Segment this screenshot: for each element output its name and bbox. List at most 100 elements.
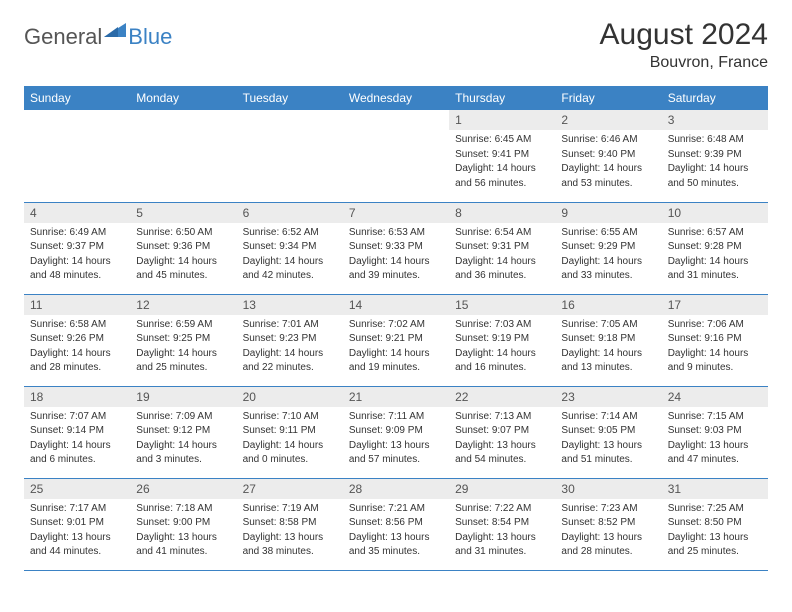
day-body: Sunrise: 7:05 AMSunset: 9:18 PMDaylight:… [555, 315, 661, 382]
sunset-line: Sunset: 8:52 PM [561, 516, 655, 530]
daylight-line-2: and 25 minutes. [136, 361, 230, 375]
logo-text-blue: Blue [128, 24, 172, 50]
day-cell: 10Sunrise: 6:57 AMSunset: 9:28 PMDayligh… [662, 202, 768, 294]
daylight-line-2: and 38 minutes. [243, 545, 337, 559]
daylight-line-2: and 44 minutes. [30, 545, 124, 559]
day-body: Sunrise: 7:09 AMSunset: 9:12 PMDaylight:… [130, 407, 236, 474]
sunset-line: Sunset: 9:16 PM [668, 332, 762, 346]
day-header: Tuesday [237, 86, 343, 110]
daylight-line-2: and 56 minutes. [455, 177, 549, 191]
sunset-line: Sunset: 9:39 PM [668, 148, 762, 162]
day-cell: 30Sunrise: 7:23 AMSunset: 8:52 PMDayligh… [555, 478, 661, 570]
day-body: Sunrise: 7:06 AMSunset: 9:16 PMDaylight:… [662, 315, 768, 382]
day-cell: 24Sunrise: 7:15 AMSunset: 9:03 PMDayligh… [662, 386, 768, 478]
day-body: Sunrise: 7:10 AMSunset: 9:11 PMDaylight:… [237, 407, 343, 474]
sunrise-line: Sunrise: 7:14 AM [561, 410, 655, 424]
day-header: Thursday [449, 86, 555, 110]
sunset-line: Sunset: 9:23 PM [243, 332, 337, 346]
sunrise-line: Sunrise: 6:54 AM [455, 226, 549, 240]
daylight-line-2: and 3 minutes. [136, 453, 230, 467]
sunrise-line: Sunrise: 6:59 AM [136, 318, 230, 332]
day-cell: 26Sunrise: 7:18 AMSunset: 9:00 PMDayligh… [130, 478, 236, 570]
day-body: Sunrise: 6:59 AMSunset: 9:25 PMDaylight:… [130, 315, 236, 382]
daylight-line-2: and 25 minutes. [668, 545, 762, 559]
day-cell: 5Sunrise: 6:50 AMSunset: 9:36 PMDaylight… [130, 202, 236, 294]
day-body: Sunrise: 6:55 AMSunset: 9:29 PMDaylight:… [555, 223, 661, 290]
sunrise-line: Sunrise: 6:55 AM [561, 226, 655, 240]
day-cell: 9Sunrise: 6:55 AMSunset: 9:29 PMDaylight… [555, 202, 661, 294]
sunrise-line: Sunrise: 6:49 AM [30, 226, 124, 240]
daylight-line-2: and 53 minutes. [561, 177, 655, 191]
sunset-line: Sunset: 9:18 PM [561, 332, 655, 346]
day-cell [237, 110, 343, 202]
daylight-line-2: and 28 minutes. [30, 361, 124, 375]
day-number: 4 [24, 203, 130, 223]
sunrise-line: Sunrise: 7:06 AM [668, 318, 762, 332]
daylight-line-1: Daylight: 14 hours [561, 347, 655, 361]
logo-text-gray: General [24, 24, 102, 50]
day-body: Sunrise: 6:48 AMSunset: 9:39 PMDaylight:… [662, 130, 768, 197]
sunrise-line: Sunrise: 7:25 AM [668, 502, 762, 516]
daylight-line-2: and 48 minutes. [30, 269, 124, 283]
sunset-line: Sunset: 9:31 PM [455, 240, 549, 254]
day-number: 20 [237, 387, 343, 407]
daylight-line-1: Daylight: 14 hours [455, 255, 549, 269]
day-body: Sunrise: 6:54 AMSunset: 9:31 PMDaylight:… [449, 223, 555, 290]
day-cell: 1Sunrise: 6:45 AMSunset: 9:41 PMDaylight… [449, 110, 555, 202]
day-cell [24, 110, 130, 202]
sunset-line: Sunset: 9:25 PM [136, 332, 230, 346]
daylight-line-1: Daylight: 14 hours [668, 347, 762, 361]
daylight-line-2: and 54 minutes. [455, 453, 549, 467]
day-cell: 12Sunrise: 6:59 AMSunset: 9:25 PMDayligh… [130, 294, 236, 386]
daylight-line-2: and 41 minutes. [136, 545, 230, 559]
day-cell: 2Sunrise: 6:46 AMSunset: 9:40 PMDaylight… [555, 110, 661, 202]
day-cell: 6Sunrise: 6:52 AMSunset: 9:34 PMDaylight… [237, 202, 343, 294]
daylight-line-1: Daylight: 14 hours [561, 162, 655, 176]
day-number: 27 [237, 479, 343, 499]
day-header: Saturday [662, 86, 768, 110]
sunrise-line: Sunrise: 7:10 AM [243, 410, 337, 424]
daylight-line-1: Daylight: 13 hours [668, 439, 762, 453]
day-cell: 8Sunrise: 6:54 AMSunset: 9:31 PMDaylight… [449, 202, 555, 294]
day-number: 16 [555, 295, 661, 315]
sunset-line: Sunset: 9:09 PM [349, 424, 443, 438]
sunset-line: Sunset: 9:21 PM [349, 332, 443, 346]
day-number: 15 [449, 295, 555, 315]
day-number: 23 [555, 387, 661, 407]
day-cell: 21Sunrise: 7:11 AMSunset: 9:09 PMDayligh… [343, 386, 449, 478]
daylight-line-2: and 51 minutes. [561, 453, 655, 467]
week-row: 18Sunrise: 7:07 AMSunset: 9:14 PMDayligh… [24, 386, 768, 478]
sunrise-line: Sunrise: 6:46 AM [561, 133, 655, 147]
daylight-line-1: Daylight: 13 hours [349, 439, 443, 453]
week-row: 11Sunrise: 6:58 AMSunset: 9:26 PMDayligh… [24, 294, 768, 386]
sunset-line: Sunset: 9:07 PM [455, 424, 549, 438]
sunset-line: Sunset: 9:28 PM [668, 240, 762, 254]
sunrise-line: Sunrise: 6:58 AM [30, 318, 124, 332]
day-body: Sunrise: 7:19 AMSunset: 8:58 PMDaylight:… [237, 499, 343, 566]
day-body: Sunrise: 6:58 AMSunset: 9:26 PMDaylight:… [24, 315, 130, 382]
daylight-line-1: Daylight: 14 hours [561, 255, 655, 269]
sunrise-line: Sunrise: 7:19 AM [243, 502, 337, 516]
day-number: 6 [237, 203, 343, 223]
day-number: 7 [343, 203, 449, 223]
day-cell: 22Sunrise: 7:13 AMSunset: 9:07 PMDayligh… [449, 386, 555, 478]
sunset-line: Sunset: 9:29 PM [561, 240, 655, 254]
sunset-line: Sunset: 8:56 PM [349, 516, 443, 530]
day-body: Sunrise: 7:22 AMSunset: 8:54 PMDaylight:… [449, 499, 555, 566]
sunset-line: Sunset: 9:26 PM [30, 332, 124, 346]
daylight-line-1: Daylight: 14 hours [30, 439, 124, 453]
day-cell: 19Sunrise: 7:09 AMSunset: 9:12 PMDayligh… [130, 386, 236, 478]
daylight-line-2: and 19 minutes. [349, 361, 443, 375]
sunset-line: Sunset: 9:11 PM [243, 424, 337, 438]
day-cell: 31Sunrise: 7:25 AMSunset: 8:50 PMDayligh… [662, 478, 768, 570]
day-number: 11 [24, 295, 130, 315]
day-number: 28 [343, 479, 449, 499]
daylight-line-2: and 35 minutes. [349, 545, 443, 559]
sunrise-line: Sunrise: 7:11 AM [349, 410, 443, 424]
daylight-line-1: Daylight: 14 hours [136, 439, 230, 453]
daylight-line-1: Daylight: 13 hours [30, 531, 124, 545]
day-body: Sunrise: 7:02 AMSunset: 9:21 PMDaylight:… [343, 315, 449, 382]
sunset-line: Sunset: 9:01 PM [30, 516, 124, 530]
sunrise-line: Sunrise: 7:13 AM [455, 410, 549, 424]
sunset-line: Sunset: 8:54 PM [455, 516, 549, 530]
